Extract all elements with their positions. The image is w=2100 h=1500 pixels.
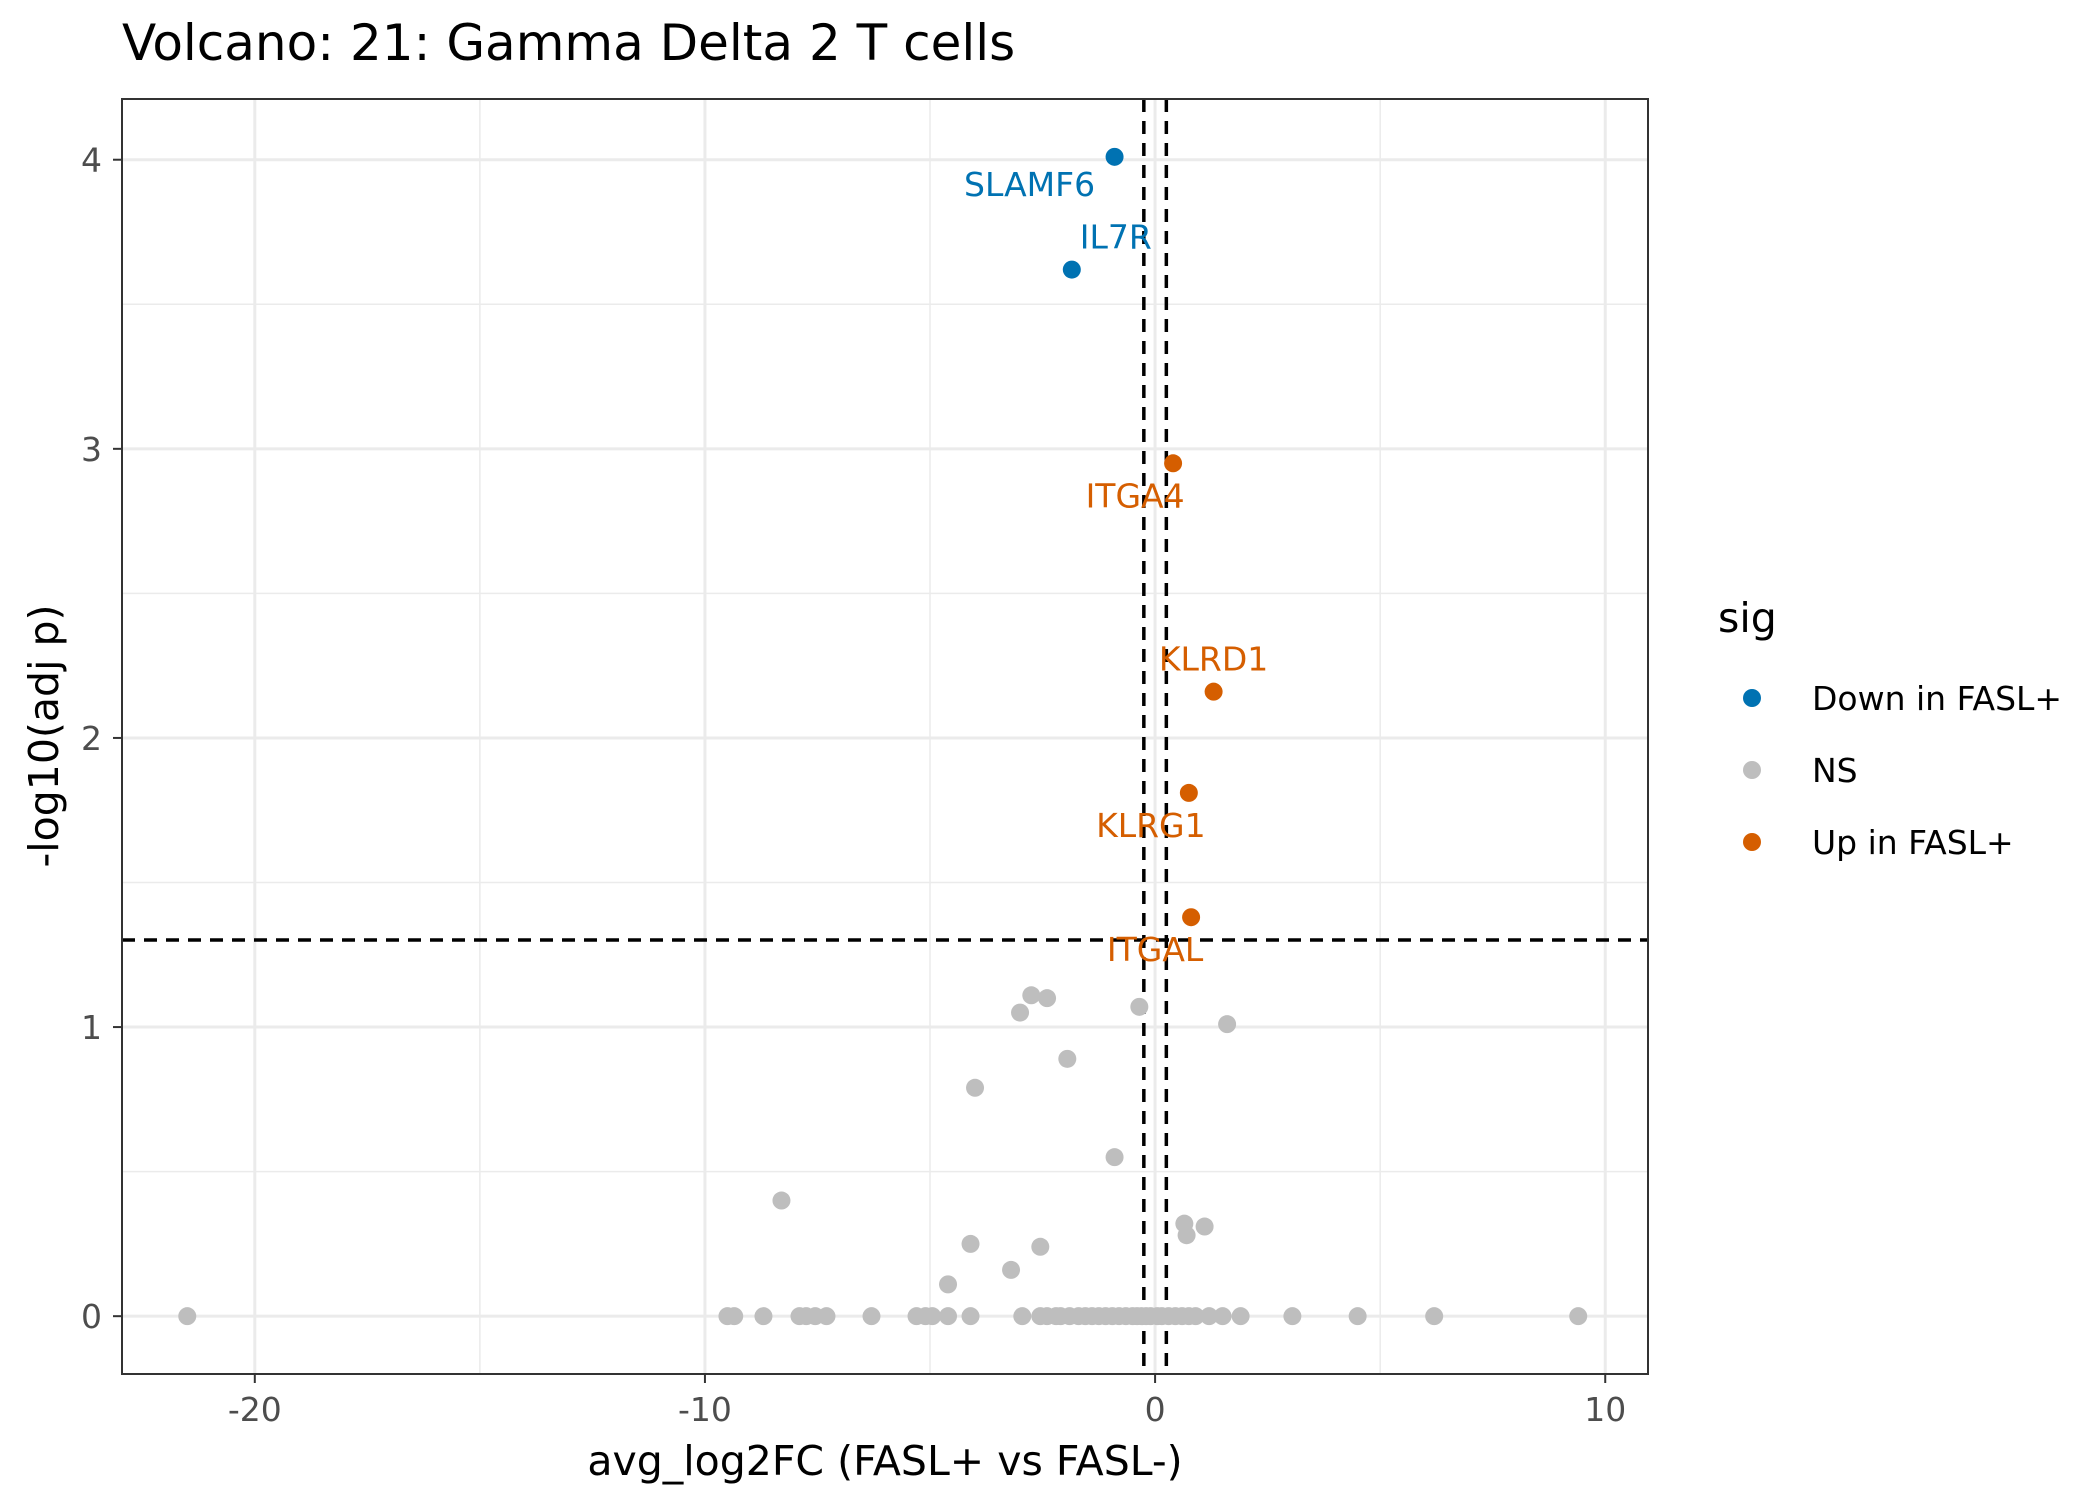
x-tick-label: 0 (1145, 1390, 1166, 1429)
legend-key (1743, 689, 1761, 707)
legend-item: Up in FASL+ (1743, 823, 2014, 862)
x-axis-title: avg_log2FC (FASL+ vs FASL-) (587, 1437, 1182, 1485)
data-point (1348, 1307, 1367, 1326)
y-tick-label: 2 (81, 719, 102, 758)
data-point (1031, 1237, 1050, 1256)
data-point (754, 1307, 773, 1326)
data-point (1213, 1307, 1232, 1326)
data-point (1186, 1307, 1205, 1326)
data-point (1195, 1217, 1214, 1236)
panel-border (121, 98, 1649, 1375)
legend-item: Down in FASL+ (1743, 679, 2062, 718)
gene-label: KLRG1 (1096, 806, 1206, 845)
y-tick-label: 0 (81, 1297, 102, 1336)
legend-label: Up in FASL+ (1812, 823, 2014, 862)
data-point (939, 1307, 958, 1326)
data-point (1204, 682, 1223, 701)
x-tick-label: -10 (678, 1390, 732, 1429)
data-point (1182, 908, 1201, 927)
data-point (1011, 1003, 1030, 1022)
y-tick-label: 4 (81, 141, 102, 180)
data-point (1022, 986, 1041, 1005)
x-tick-label: -20 (228, 1390, 282, 1429)
data-point (1013, 1307, 1032, 1326)
y-axis-ticks: 0 1 2 3 4 (81, 141, 122, 1336)
y-tick-label: 1 (81, 1008, 102, 1047)
data-point (1218, 1015, 1237, 1034)
data-point (1105, 1148, 1124, 1167)
y-axis-title: -log10(adj p) (20, 604, 68, 867)
data-points (178, 147, 1588, 1326)
data-point (923, 1307, 942, 1326)
data-point (772, 1191, 791, 1210)
gene-label: ITGAL (1107, 930, 1204, 969)
gene-label: ITGA4 (1086, 476, 1185, 515)
x-tick-label: 10 (1584, 1390, 1626, 1429)
y-tick-label: 3 (81, 430, 102, 469)
data-point (725, 1307, 744, 1326)
data-point (1164, 454, 1183, 473)
gene-label: IL7R (1080, 218, 1152, 257)
legend-item: NS (1743, 751, 1858, 790)
data-point (961, 1234, 980, 1253)
legend: sig Down in FASL+ NS Up in FASL+ (1718, 594, 2062, 862)
chart-title: Volcano: 21: Gamma Delta 2 T cells (122, 14, 1015, 72)
data-point (817, 1307, 836, 1326)
legend-key (1743, 761, 1761, 779)
gene-label: KLRD1 (1159, 640, 1268, 679)
data-point (1283, 1307, 1302, 1326)
gene-labels: SLAMF6 IL7R ITGA4 KLRD1 KLRG1 ITGAL (964, 165, 1268, 969)
data-point (966, 1078, 985, 1097)
grid-lines (122, 99, 1648, 1374)
data-point (939, 1275, 958, 1294)
data-point (862, 1307, 881, 1326)
data-point (1179, 783, 1198, 802)
gene-label: SLAMF6 (964, 165, 1095, 204)
data-point (1058, 1049, 1077, 1068)
data-point (1200, 1307, 1219, 1326)
data-point (1062, 260, 1081, 279)
data-point (1425, 1307, 1444, 1326)
threshold-lines (122, 99, 1648, 1374)
data-point (1177, 1226, 1196, 1245)
data-point (1002, 1260, 1021, 1279)
data-point (1231, 1307, 1250, 1326)
data-point (961, 1307, 980, 1326)
x-axis-ticks: -20 -10 0 10 (228, 1374, 1626, 1429)
data-point (178, 1307, 197, 1326)
legend-label: Down in FASL+ (1812, 679, 2062, 718)
legend-key (1743, 833, 1761, 851)
data-point (1038, 989, 1057, 1008)
data-point (1569, 1307, 1588, 1326)
data-point (1130, 997, 1149, 1016)
data-point (1105, 147, 1124, 166)
legend-title: sig (1718, 594, 1777, 642)
legend-label: NS (1812, 751, 1858, 790)
